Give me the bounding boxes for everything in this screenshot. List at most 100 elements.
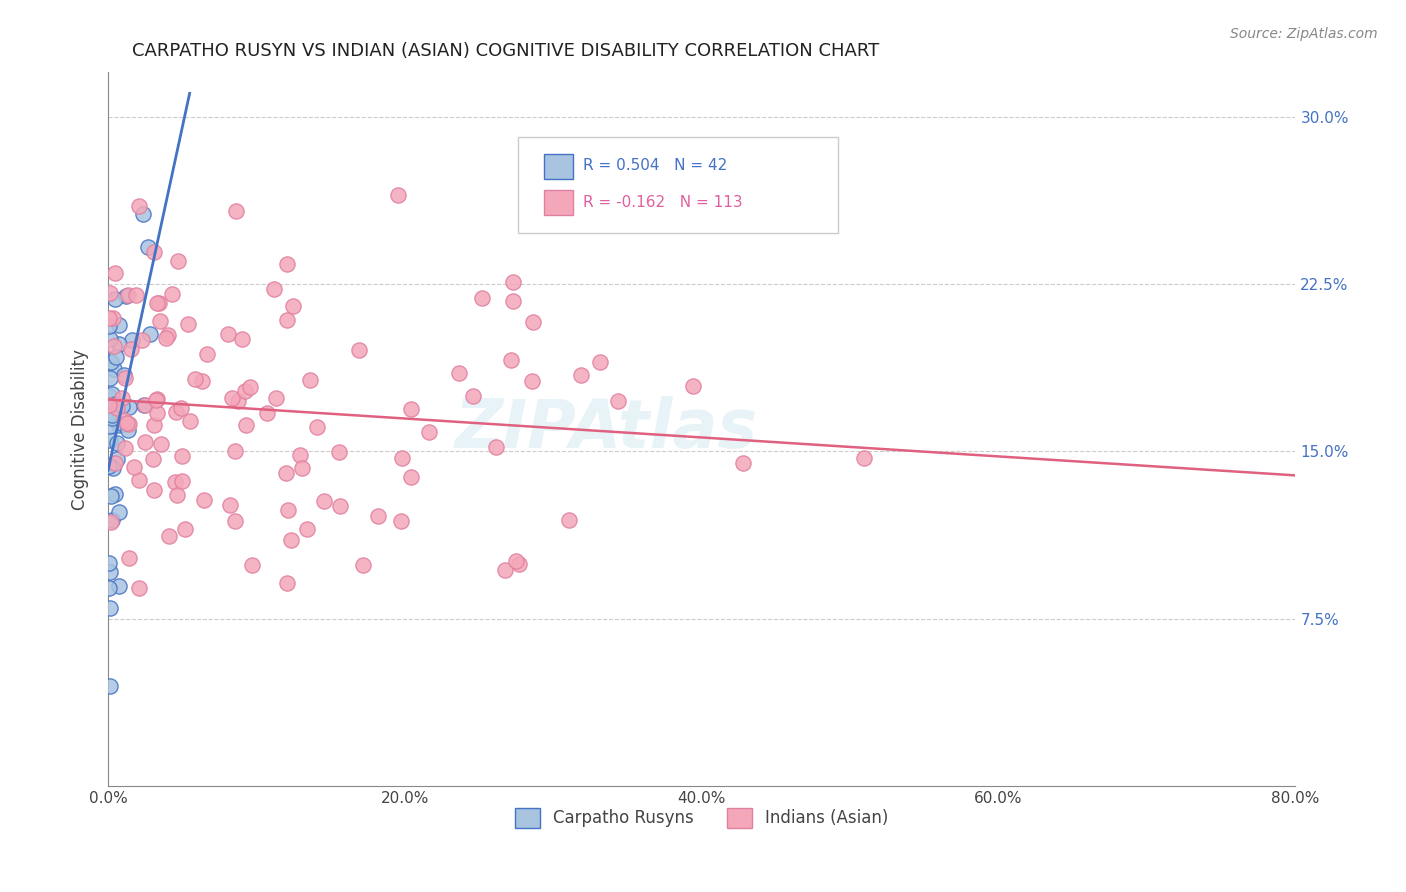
Point <box>418 425 440 439</box>
Point <box>276 466 298 480</box>
Point <box>224 444 246 458</box>
Point <box>733 456 755 470</box>
Point <box>256 406 278 420</box>
Text: R = 0.504   N = 42: R = 0.504 N = 42 <box>583 158 727 173</box>
Point <box>103 461 125 475</box>
Point <box>177 317 200 331</box>
Point <box>98 458 121 473</box>
Point <box>149 313 172 327</box>
Point <box>347 343 370 357</box>
Point <box>157 529 180 543</box>
Point <box>98 566 121 580</box>
Point <box>114 441 136 455</box>
Point <box>134 398 156 412</box>
Point <box>502 294 524 309</box>
Point <box>124 460 146 475</box>
Point <box>115 416 138 430</box>
Point <box>391 514 413 528</box>
Point <box>589 355 612 369</box>
Point <box>104 266 127 280</box>
Point <box>240 558 263 572</box>
Point <box>100 489 122 503</box>
Point <box>115 289 138 303</box>
Point <box>98 310 121 325</box>
Point <box>100 515 122 529</box>
Point <box>160 286 183 301</box>
Point <box>170 401 193 416</box>
Point <box>104 487 127 501</box>
Point <box>98 389 121 403</box>
Point <box>307 420 329 434</box>
Point <box>193 492 215 507</box>
Point <box>98 680 121 694</box>
Point <box>288 448 311 462</box>
Point <box>520 374 543 388</box>
Point <box>118 417 141 431</box>
Point <box>98 557 121 571</box>
Point <box>329 499 352 513</box>
Point <box>239 380 262 394</box>
Point <box>235 418 257 433</box>
Point <box>226 394 249 409</box>
Point <box>391 450 413 465</box>
Text: CARPATHO RUSYN VS INDIAN (ASIAN) COGNITIVE DISABILITY CORRELATION CHART: CARPATHO RUSYN VS INDIAN (ASIAN) COGNITI… <box>132 42 879 60</box>
Point <box>143 483 166 498</box>
Legend: Carpatho Rusyns, Indians (Asian): Carpatho Rusyns, Indians (Asian) <box>508 801 896 835</box>
Point <box>449 366 471 380</box>
Text: ZIPAtlas: ZIPAtlas <box>456 396 758 462</box>
Point <box>508 557 530 571</box>
Point <box>298 373 321 387</box>
Point <box>128 199 150 213</box>
Point <box>101 310 124 325</box>
Point <box>184 372 207 386</box>
Point <box>166 487 188 501</box>
Point <box>105 351 128 365</box>
Point <box>125 288 148 302</box>
Point <box>146 295 169 310</box>
Bar <box>544 154 574 179</box>
Point <box>136 240 159 254</box>
Point <box>146 406 169 420</box>
Point <box>100 355 122 369</box>
Point <box>231 332 253 346</box>
Text: R = -0.162   N = 113: R = -0.162 N = 113 <box>583 194 742 210</box>
Point <box>172 449 194 463</box>
Point <box>569 368 592 383</box>
Point <box>682 379 704 393</box>
Point <box>852 451 875 466</box>
Point <box>471 291 494 305</box>
Point <box>101 387 124 401</box>
Point <box>108 578 131 592</box>
Point <box>98 398 121 412</box>
Point <box>104 292 127 306</box>
Point <box>352 558 374 572</box>
Point <box>117 424 139 438</box>
Point <box>179 413 201 427</box>
Point <box>219 498 242 512</box>
Point <box>131 333 153 347</box>
Point <box>104 397 127 411</box>
Point <box>501 353 523 368</box>
Point <box>485 440 508 454</box>
Point <box>170 474 193 488</box>
Point <box>463 389 485 403</box>
Point <box>155 331 177 345</box>
Point <box>104 456 127 470</box>
Y-axis label: Cognitive Disability: Cognitive Disability <box>72 349 89 509</box>
Point <box>132 398 155 412</box>
Point <box>291 461 314 475</box>
Point <box>98 286 121 301</box>
Point <box>146 392 169 406</box>
Point <box>277 503 299 517</box>
Point <box>263 282 285 296</box>
Point <box>105 451 128 466</box>
Point <box>107 401 129 416</box>
Point <box>221 392 243 406</box>
Point <box>505 554 527 568</box>
Point <box>264 391 287 405</box>
Point <box>111 417 134 431</box>
Point <box>112 413 135 427</box>
Point <box>399 402 422 417</box>
Point <box>128 581 150 595</box>
Point <box>295 522 318 536</box>
